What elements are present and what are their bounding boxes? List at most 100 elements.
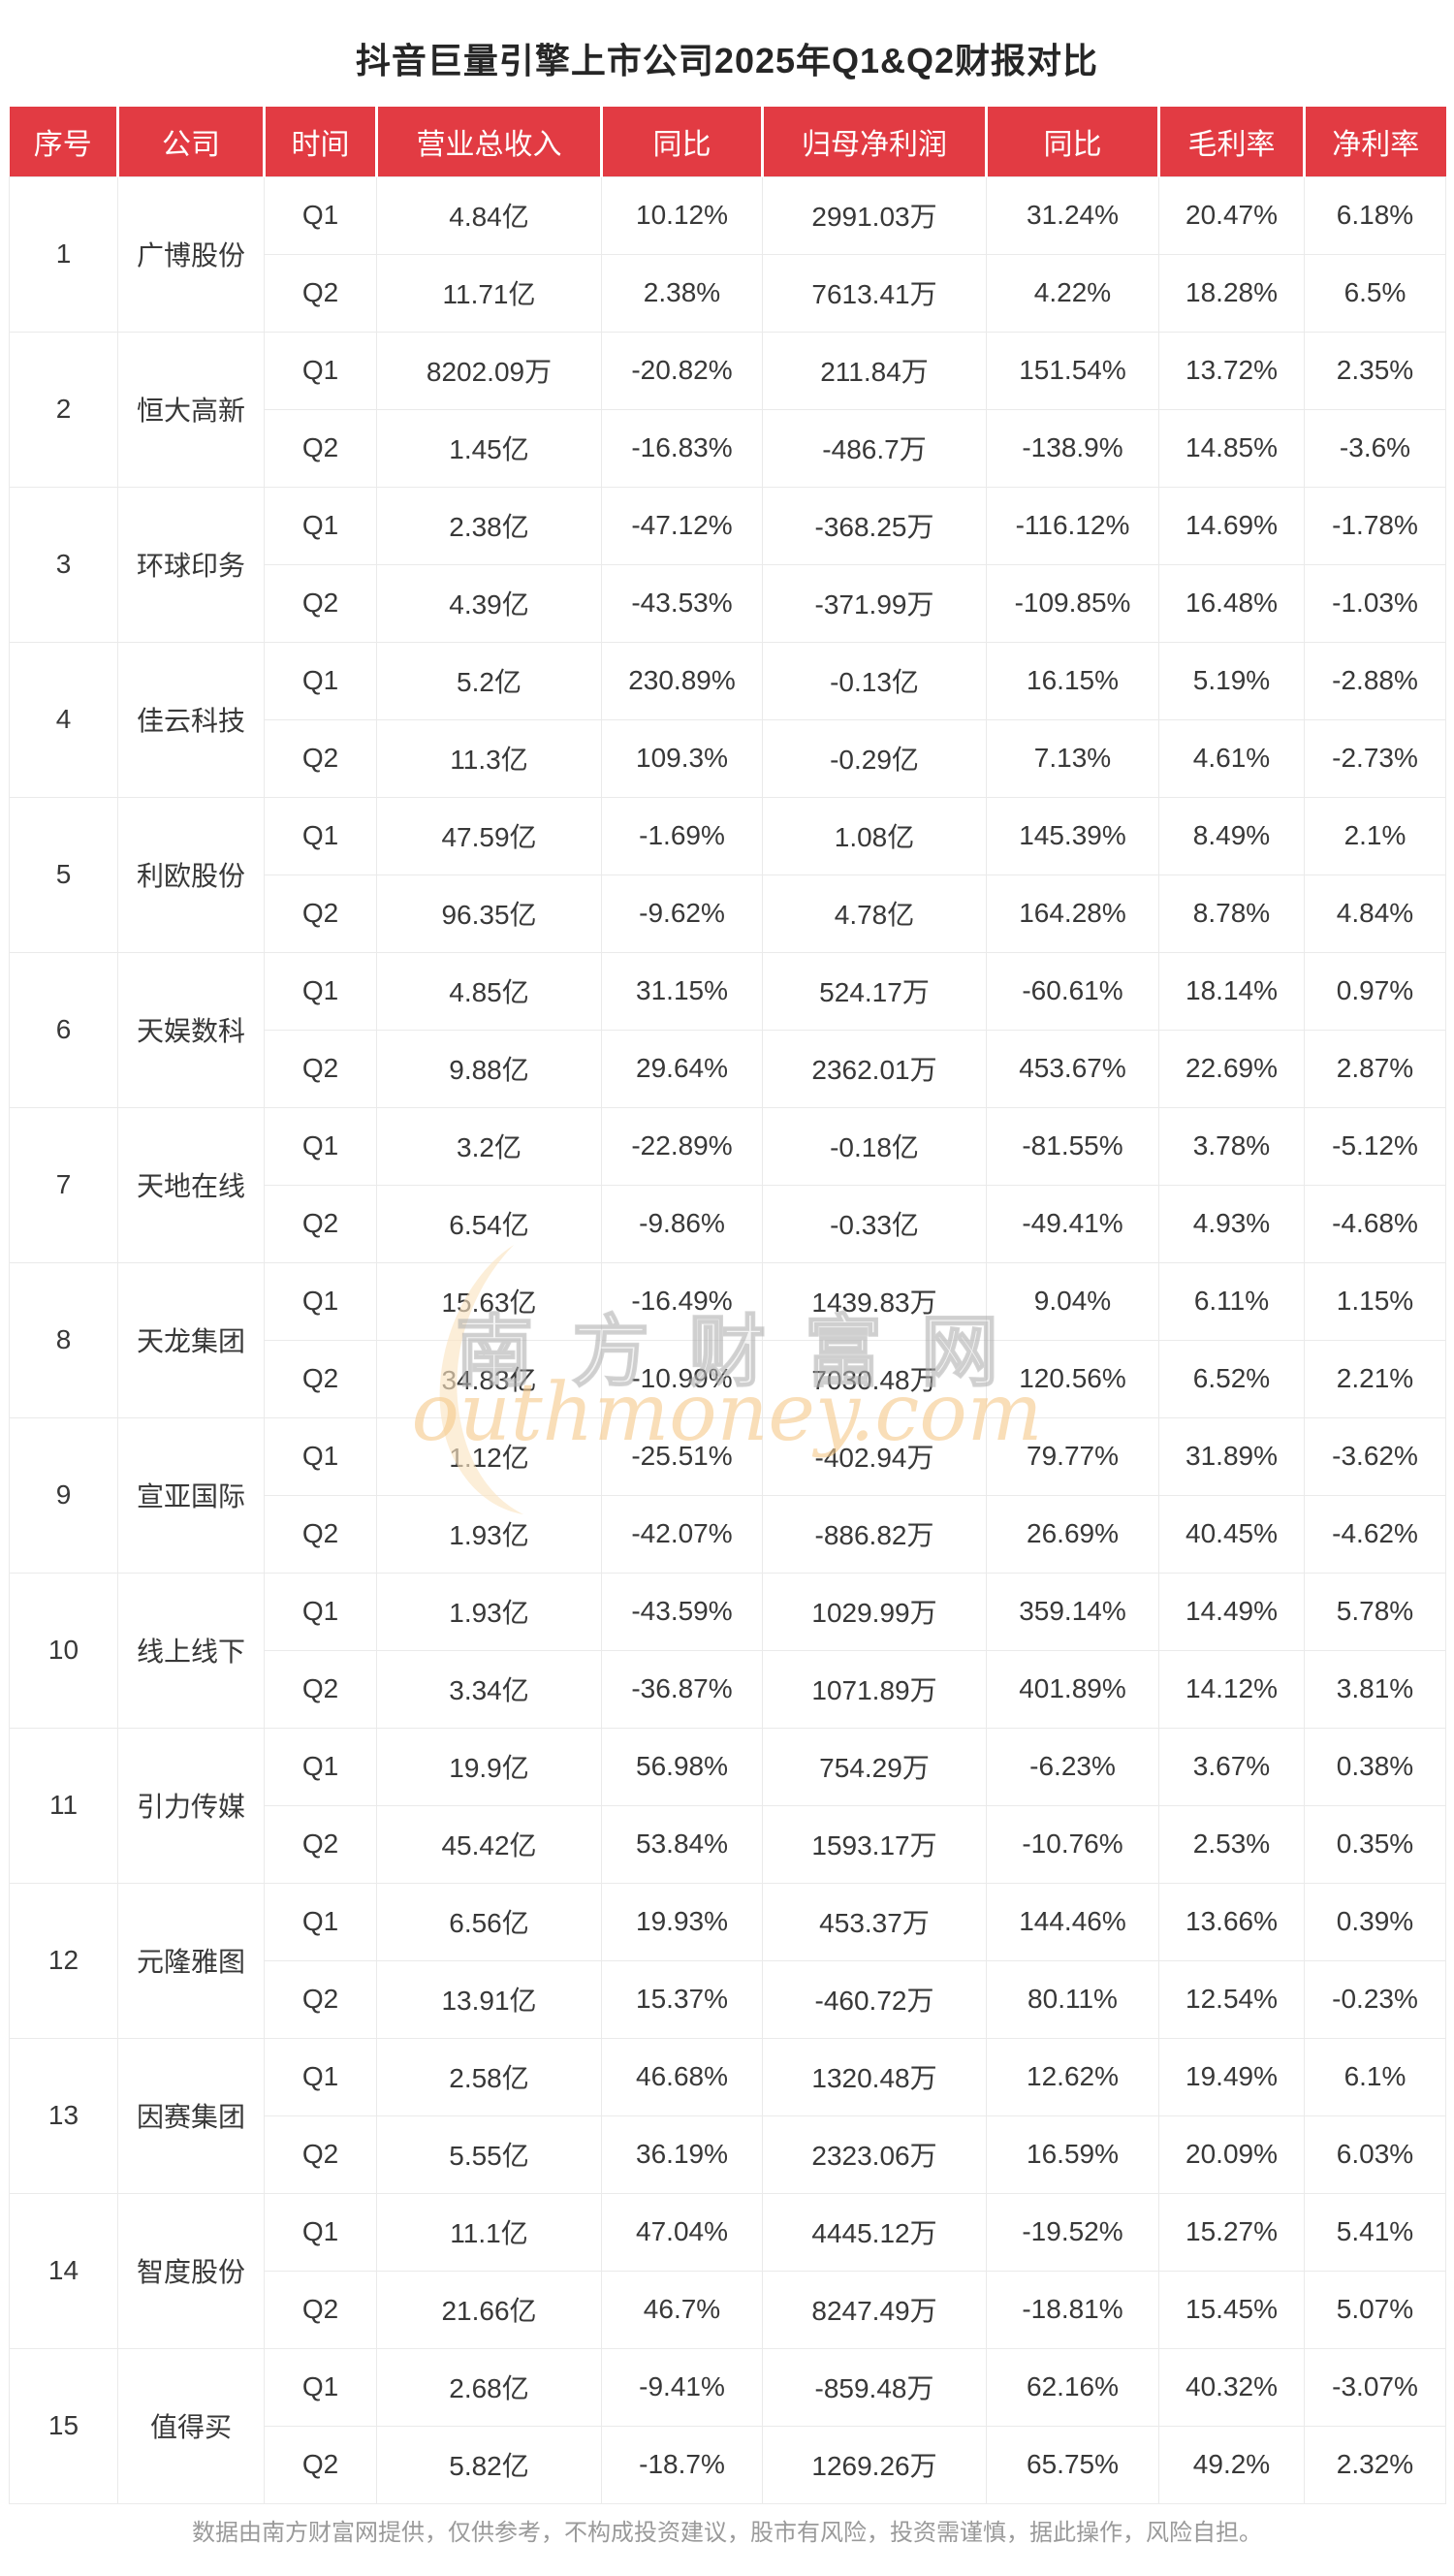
revenue-yoy-cell: 230.89% bbox=[601, 641, 763, 720]
gross-margin-cell: 16.48% bbox=[1158, 563, 1305, 643]
net-margin-cell: 6.18% bbox=[1304, 175, 1446, 255]
page-title: 抖音巨量引擎上市公司2025年Q1&Q2财报对比 bbox=[355, 41, 1099, 80]
disclaimer-text: 数据由南方财富网提供，仅供参考，不构成投资建议，股市有风险，投资需谨慎，据此操作… bbox=[192, 2520, 1262, 2546]
table-row: Q2 5.82亿 -18.7% 1269.26万 65.75% 49.2% 2.32% bbox=[10, 2425, 1446, 2504]
revenue-yoy-cell: -16.49% bbox=[601, 1261, 763, 1341]
row-index-cell: 4 bbox=[9, 641, 118, 798]
gross-margin-cell: 18.28% bbox=[1158, 253, 1305, 333]
revenue-yoy-cell: -16.83% bbox=[601, 408, 763, 488]
table-row: Q2 96.35亿 -9.62% 4.78亿 164.28% 8.78% 4.84% bbox=[10, 874, 1446, 953]
table-row: 5 利欧股份 Q1 47.59亿 -1.69% 1.08亿 145.39% 8.49% 2.1% bbox=[9, 796, 1446, 953]
period-cell: Q1 bbox=[264, 486, 377, 565]
revenue-cell: 45.42亿 bbox=[376, 1804, 602, 1884]
net-profit-yoy-cell: 151.54% bbox=[986, 331, 1159, 410]
company-name-cell: 智度股份 bbox=[117, 2192, 265, 2349]
revenue-cell: 21.66亿 bbox=[376, 2270, 602, 2349]
company-name-cell: 恒大高新 bbox=[117, 331, 265, 488]
financial-report-table: 序号 公司 时间 营业总收入 同比 归母净利润 同比 毛利率 净利率 1 广博股份… bbox=[9, 107, 1446, 2504]
revenue-cell: 4.85亿 bbox=[376, 951, 602, 1031]
revenue-yoy-cell: 15.37% bbox=[601, 1959, 763, 2039]
net-profit-yoy-cell: 9.04% bbox=[986, 1261, 1159, 1341]
column-header-net-profit-yoy: 同比 bbox=[985, 107, 1159, 176]
net-margin-cell: 3.81% bbox=[1304, 1649, 1446, 1729]
net-profit-cell: 1.08亿 bbox=[762, 796, 987, 875]
net-margin-cell: -2.88% bbox=[1304, 641, 1446, 720]
period-cell: Q2 bbox=[264, 1339, 377, 1418]
net-profit-cell: 1071.89万 bbox=[762, 1649, 987, 1729]
table-row: 13 因赛集团 Q1 2.58亿 46.68% 1320.48万 12.62% 19.49% 6… bbox=[9, 2037, 1446, 2194]
period-cell: Q1 bbox=[264, 796, 377, 875]
period-cell: Q2 bbox=[264, 1029, 377, 1108]
revenue-cell: 1.93亿 bbox=[376, 1494, 602, 1574]
row-index-cell: 9 bbox=[9, 1416, 118, 1574]
net-margin-cell: -0.23% bbox=[1304, 1959, 1446, 2039]
net-profit-cell: 1439.83万 bbox=[762, 1261, 987, 1341]
period-cell: Q2 bbox=[264, 1494, 377, 1574]
row-index-cell: 6 bbox=[9, 951, 118, 1108]
gross-margin-cell: 15.27% bbox=[1158, 2192, 1305, 2272]
net-profit-yoy-cell: 31.24% bbox=[986, 175, 1159, 255]
table-row: 7 天地在线 Q1 3.2亿 -22.89% -0.18亿 -81.55% 3.78% -5.1… bbox=[9, 1106, 1446, 1263]
period-cell: Q1 bbox=[264, 1882, 377, 1961]
period-cell: Q1 bbox=[264, 1261, 377, 1341]
net-profit-yoy-cell: 16.15% bbox=[986, 641, 1159, 720]
net-margin-cell: 4.84% bbox=[1304, 874, 1446, 953]
revenue-yoy-cell: 29.64% bbox=[601, 1029, 763, 1108]
row-index-cell: 8 bbox=[9, 1261, 118, 1418]
net-profit-yoy-cell: 453.67% bbox=[986, 1029, 1159, 1108]
revenue-yoy-cell: -22.89% bbox=[601, 1106, 763, 1186]
revenue-cell: 3.2亿 bbox=[376, 1106, 602, 1186]
revenue-cell: 2.38亿 bbox=[376, 486, 602, 565]
net-margin-cell: 5.07% bbox=[1304, 2270, 1446, 2349]
company-name-cell: 天地在线 bbox=[117, 1106, 265, 1263]
revenue-cell: 8202.09万 bbox=[376, 331, 602, 410]
gross-margin-cell: 40.45% bbox=[1158, 1494, 1305, 1574]
net-profit-yoy-cell: 65.75% bbox=[986, 2425, 1159, 2504]
net-margin-cell: 0.39% bbox=[1304, 1882, 1446, 1961]
period-cell: Q1 bbox=[264, 1572, 377, 1651]
net-profit-yoy-cell: -60.61% bbox=[986, 951, 1159, 1031]
net-margin-cell: 0.97% bbox=[1304, 951, 1446, 1031]
gross-margin-cell: 14.85% bbox=[1158, 408, 1305, 488]
table-row: 15 值得买 Q1 2.68亿 -9.41% -859.48万 62.16% 40.32% -3… bbox=[9, 2347, 1446, 2504]
revenue-cell: 11.1亿 bbox=[376, 2192, 602, 2272]
gross-margin-cell: 3.67% bbox=[1158, 1727, 1305, 1806]
table-row: 4 佳云科技 Q1 5.2亿 230.89% -0.13亿 16.15% 5.19% -2.88… bbox=[9, 641, 1446, 798]
revenue-cell: 4.39亿 bbox=[376, 563, 602, 643]
gross-margin-cell: 3.78% bbox=[1158, 1106, 1305, 1186]
net-margin-cell: -1.03% bbox=[1304, 563, 1446, 643]
column-header-index: 序号 bbox=[9, 107, 118, 176]
revenue-yoy-cell: -25.51% bbox=[601, 1416, 763, 1496]
revenue-cell: 2.68亿 bbox=[376, 2347, 602, 2427]
period-cell: Q1 bbox=[264, 641, 377, 720]
row-index-cell: 12 bbox=[9, 1882, 118, 2039]
table-row: 11 引力传媒 Q1 19.9亿 56.98% 754.29万 -6.23% 3.67% 0.3… bbox=[9, 1727, 1446, 1884]
gross-margin-cell: 14.12% bbox=[1158, 1649, 1305, 1729]
gross-margin-cell: 15.45% bbox=[1158, 2270, 1305, 2349]
period-cell: Q1 bbox=[264, 1416, 377, 1496]
net-margin-cell: 0.38% bbox=[1304, 1727, 1446, 1806]
revenue-yoy-cell: -18.7% bbox=[601, 2425, 763, 2504]
revenue-yoy-cell: 46.68% bbox=[601, 2037, 763, 2116]
table-row: 9 宣亚国际 Q1 1.12亿 -25.51% -402.94万 79.77% 31.89% -… bbox=[9, 1416, 1446, 1574]
company-name-cell: 因赛集团 bbox=[117, 2037, 265, 2194]
period-cell: Q1 bbox=[264, 951, 377, 1031]
net-profit-cell: -371.99万 bbox=[762, 563, 987, 643]
net-profit-cell: 7613.41万 bbox=[762, 253, 987, 333]
gross-margin-cell: 13.72% bbox=[1158, 331, 1305, 410]
column-header-period: 时间 bbox=[263, 107, 377, 176]
net-margin-cell: -4.62% bbox=[1304, 1494, 1446, 1574]
revenue-yoy-cell: -20.82% bbox=[601, 331, 763, 410]
period-cell: Q1 bbox=[264, 1106, 377, 1186]
net-profit-yoy-cell: 359.14% bbox=[986, 1572, 1159, 1651]
table-row: 1 广博股份 Q1 4.84亿 10.12% 2991.03万 31.24% 20.47% 6.… bbox=[9, 175, 1446, 333]
company-name-cell: 利欧股份 bbox=[117, 796, 265, 953]
gross-margin-cell: 5.19% bbox=[1158, 641, 1305, 720]
revenue-cell: 11.3亿 bbox=[376, 718, 602, 798]
table-row: 10 线上线下 Q1 1.93亿 -43.59% 1029.99万 359.14% 14.49… bbox=[9, 1572, 1446, 1729]
revenue-cell: 5.82亿 bbox=[376, 2425, 602, 2504]
net-margin-cell: 2.35% bbox=[1304, 331, 1446, 410]
net-profit-yoy-cell: 16.59% bbox=[986, 2115, 1159, 2194]
period-cell: Q1 bbox=[264, 2347, 377, 2427]
revenue-yoy-cell: 19.93% bbox=[601, 1882, 763, 1961]
